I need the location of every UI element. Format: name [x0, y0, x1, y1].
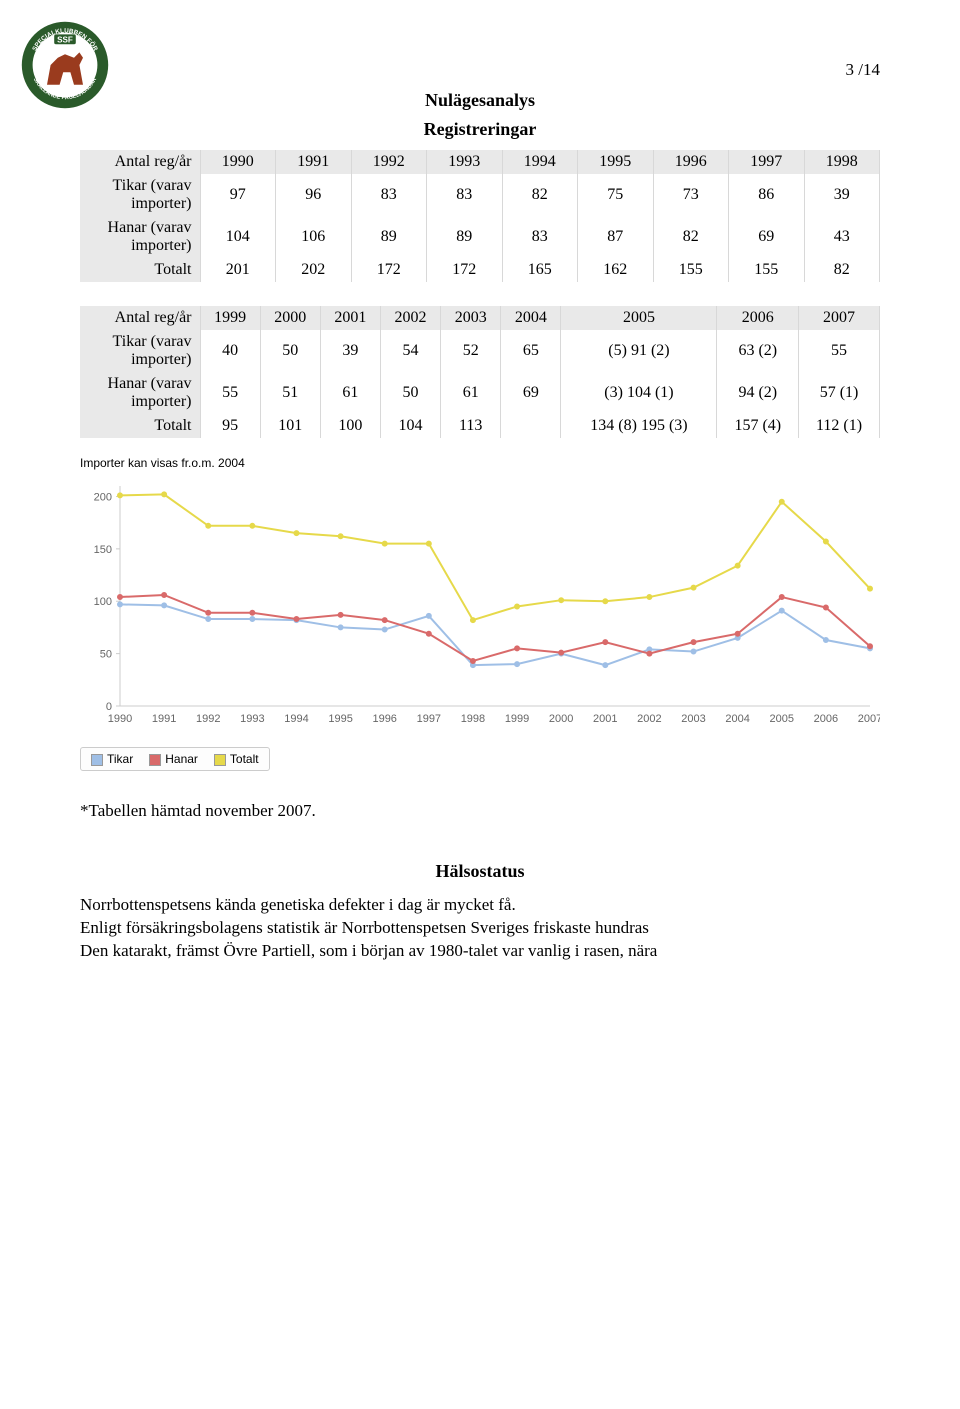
- table-row: Tikar (varav importer) 40 50 39 54 52 65…: [80, 330, 880, 372]
- svg-text:0: 0: [106, 701, 112, 713]
- logo-badge: SSF: [57, 36, 73, 45]
- svg-text:1995: 1995: [328, 713, 352, 725]
- svg-text:1999: 1999: [505, 713, 529, 725]
- title-halsostatus: Hälsostatus: [80, 861, 880, 882]
- title-registreringar: Registreringar: [80, 119, 880, 140]
- legend-item: Tikar: [91, 752, 133, 766]
- t1-header-label: Antal reg/år: [80, 150, 200, 174]
- svg-text:1996: 1996: [372, 713, 396, 725]
- svg-text:2002: 2002: [637, 713, 661, 725]
- ssf-logo: SPECIALKLUBBEN FÖR SKÄLLANDE FÅGELHUNDAR…: [20, 20, 110, 110]
- svg-text:1998: 1998: [461, 713, 485, 725]
- svg-text:1990: 1990: [108, 713, 132, 725]
- table-row: Totalt 95 101 100 104 113 134 (8) 195 (3…: [80, 414, 880, 438]
- page-number: 3 /14: [80, 60, 880, 80]
- svg-text:150: 150: [94, 544, 112, 556]
- chart-legend: Tikar Hanar Totalt: [80, 747, 270, 771]
- legend-item: Hanar: [149, 752, 198, 766]
- table-1990-1998: Antal reg/år 1990 1991 1992 1993 1994 19…: [80, 150, 880, 282]
- table-1999-2007: Antal reg/år 1999 2000 2001 2002 2003 20…: [80, 306, 880, 438]
- svg-text:2000: 2000: [549, 713, 573, 725]
- svg-text:100: 100: [94, 596, 112, 608]
- table-row: Totalt 201 202 172 172 165 162 155 155 8…: [80, 258, 880, 282]
- swatch-tikar: [91, 754, 103, 766]
- table-row: Tikar (varav importer) 97 96 83 83 82 75…: [80, 174, 880, 216]
- svg-text:2007: 2007: [858, 713, 880, 725]
- svg-text:1997: 1997: [417, 713, 441, 725]
- svg-text:50: 50: [100, 649, 112, 661]
- svg-text:1993: 1993: [240, 713, 264, 725]
- swatch-hanar: [149, 754, 161, 766]
- svg-text:1992: 1992: [196, 713, 220, 725]
- table-row: Hanar (varav importer) 55 51 61 50 61 69…: [80, 372, 880, 414]
- svg-text:2003: 2003: [681, 713, 705, 725]
- svg-text:2001: 2001: [593, 713, 617, 725]
- body-paragraph: Norrbottenspetsens kända genetiska defek…: [80, 894, 880, 963]
- table-source-caption: *Tabellen hämtad november 2007.: [80, 801, 880, 821]
- svg-text:1991: 1991: [152, 713, 176, 725]
- registrations-line-chart: 0 50 100 150 200 1990 1991 1992 1993 1994 1995 1996…: [80, 476, 880, 736]
- svg-text:2004: 2004: [725, 713, 749, 725]
- svg-text:200: 200: [94, 491, 112, 503]
- svg-text:1994: 1994: [284, 713, 308, 725]
- table-row: Hanar (varav importer) 104 106 89 89 83 …: [80, 216, 880, 258]
- legend-item: Totalt: [214, 752, 259, 766]
- importer-note: Importer kan visas fr.o.m. 2004: [80, 456, 880, 470]
- title-nulagesanalys: Nulägesanalys: [80, 90, 880, 111]
- svg-text:2005: 2005: [770, 713, 794, 725]
- svg-text:2006: 2006: [814, 713, 838, 725]
- swatch-totalt: [214, 754, 226, 766]
- t2-header-label: Antal reg/år: [80, 306, 200, 330]
